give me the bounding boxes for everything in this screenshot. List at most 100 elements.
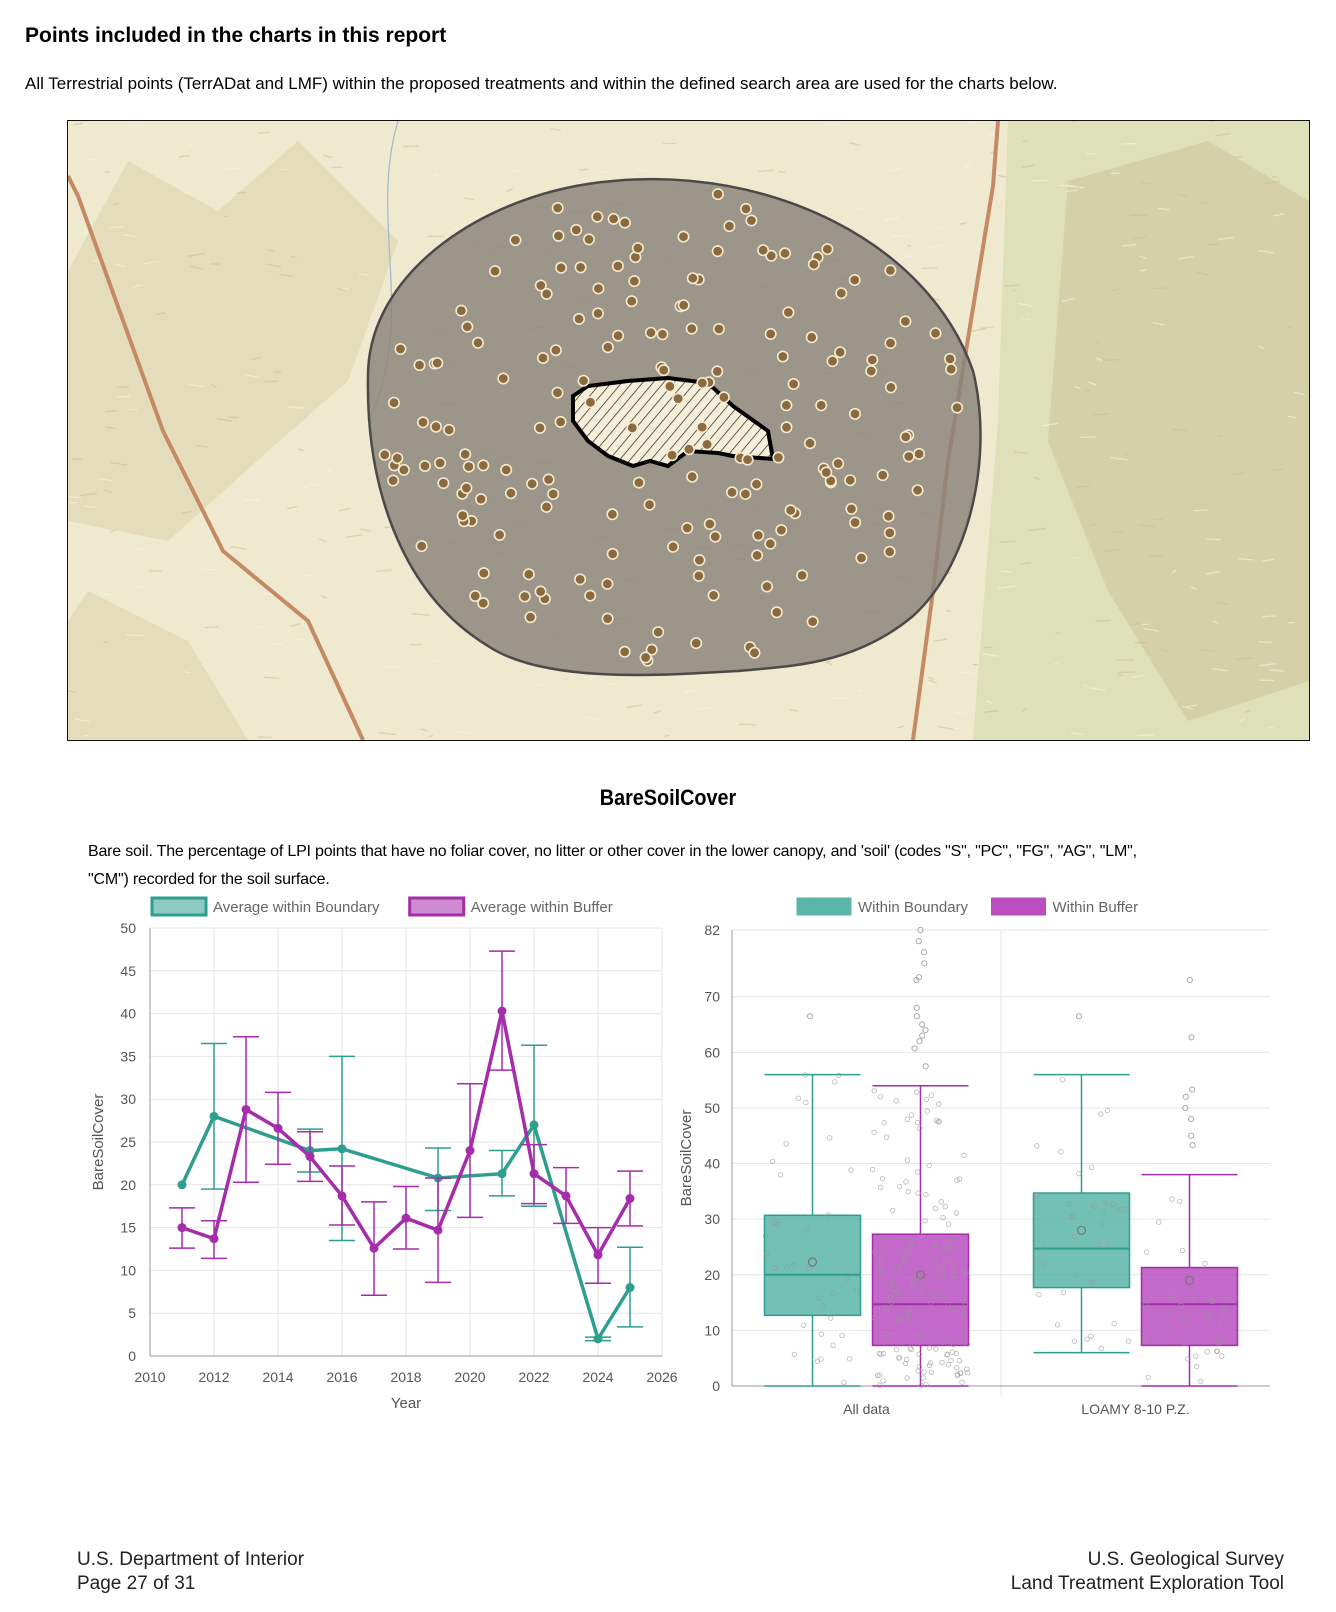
jitter-point bbox=[916, 1351, 922, 1357]
jitter-point bbox=[841, 1379, 847, 1385]
sample-point bbox=[601, 577, 614, 590]
terrain-ridge bbox=[133, 547, 144, 551]
jitter-point bbox=[896, 1315, 903, 1322]
terrain-ridge bbox=[1143, 627, 1160, 632]
jitter-point bbox=[944, 1352, 950, 1358]
legend-label: Average within Boundary bbox=[213, 899, 380, 916]
data-point bbox=[177, 1223, 187, 1233]
sample-point bbox=[477, 459, 490, 472]
jitter-point bbox=[1084, 1336, 1090, 1342]
jitter-point bbox=[906, 1248, 912, 1254]
jitter-point bbox=[940, 1273, 946, 1279]
jitter-point bbox=[839, 1332, 845, 1338]
jitter-point bbox=[1208, 1297, 1214, 1303]
sample-point bbox=[780, 399, 793, 412]
series-group bbox=[169, 950, 643, 1296]
outlier-point bbox=[921, 960, 928, 967]
jitter-point bbox=[1041, 1261, 1047, 1267]
terrain-ridge bbox=[1138, 524, 1157, 528]
terrain-ridge bbox=[74, 718, 91, 723]
jitter-point bbox=[854, 1287, 860, 1293]
terrain-ridge bbox=[969, 328, 986, 333]
terrain-ridge bbox=[778, 170, 786, 174]
terrain-ridge bbox=[1121, 243, 1137, 247]
sample-point bbox=[387, 474, 400, 487]
box-chart: Within Boundary Within Buffer 0 10 20 30 40 50 6… bbox=[678, 893, 1310, 1458]
terrain-ridge bbox=[268, 249, 275, 252]
terrain-ridge bbox=[1014, 451, 1028, 454]
jitter-point bbox=[1150, 1295, 1156, 1301]
sample-point bbox=[772, 451, 785, 464]
sample-point bbox=[606, 547, 619, 560]
sample-point bbox=[757, 244, 770, 257]
jitter-point bbox=[1105, 1242, 1112, 1248]
sample-point bbox=[549, 344, 562, 357]
terrain-ridge bbox=[927, 676, 935, 681]
terrain-ridge bbox=[1234, 156, 1243, 159]
jitter-point bbox=[920, 1375, 926, 1381]
terrain-ridge bbox=[87, 158, 98, 161]
jitter-point bbox=[954, 1177, 960, 1183]
y-tick-label: 25 bbox=[120, 1134, 136, 1150]
terrain-ridge bbox=[303, 573, 315, 577]
terrain-ridge bbox=[858, 689, 863, 693]
sample-point bbox=[469, 589, 482, 602]
jitter-point bbox=[932, 1241, 938, 1248]
terrain-ridge bbox=[114, 263, 126, 268]
mean-marker bbox=[1076, 1225, 1087, 1235]
footer-agency: U.S. Department of Interior bbox=[77, 1549, 305, 1570]
data-point bbox=[177, 1180, 187, 1190]
y-tick-label: 0 bbox=[128, 1348, 136, 1364]
jitter-point bbox=[1220, 1312, 1226, 1319]
jitter-point bbox=[1217, 1321, 1223, 1327]
sample-point bbox=[456, 509, 469, 522]
sample-point bbox=[686, 470, 699, 483]
data-point bbox=[529, 1169, 539, 1179]
jitter-point bbox=[921, 1369, 927, 1375]
outlier-point bbox=[1188, 1115, 1195, 1123]
sample-point bbox=[477, 597, 490, 610]
jitter-point bbox=[1125, 1338, 1132, 1344]
outlier-point bbox=[919, 1032, 926, 1039]
jitter-point bbox=[775, 1221, 782, 1227]
sample-point bbox=[582, 233, 595, 246]
road-line bbox=[68, 175, 365, 740]
terrain-ridge bbox=[1272, 213, 1285, 217]
sample-point bbox=[652, 626, 665, 639]
terrain-ridge bbox=[1000, 570, 1013, 573]
jitter-point bbox=[1072, 1272, 1079, 1278]
jitter-point bbox=[1071, 1338, 1078, 1344]
jitter-point bbox=[826, 1135, 833, 1141]
terrain-ridge bbox=[265, 263, 282, 268]
terrain-ridge bbox=[68, 690, 77, 694]
x-tick-label: 2010 bbox=[134, 1369, 165, 1385]
sample-point bbox=[591, 307, 604, 320]
terrain-ridge bbox=[983, 710, 1000, 713]
terrain-ridge bbox=[411, 613, 429, 616]
terrain-ridge bbox=[123, 234, 136, 238]
jitter-point bbox=[1168, 1295, 1174, 1301]
terrain-ridge bbox=[195, 444, 209, 448]
jitter-point bbox=[1089, 1164, 1095, 1170]
terrain-ridge bbox=[1094, 341, 1100, 344]
jitter-point bbox=[1142, 1337, 1148, 1343]
jitter-point bbox=[923, 1191, 929, 1198]
terrain-ridge bbox=[1259, 662, 1276, 667]
line-chart: Average within Boundary Average within Bu… bbox=[80, 893, 700, 1458]
box-group bbox=[1032, 1013, 1132, 1354]
legend-swatch bbox=[150, 896, 208, 917]
jitter-point bbox=[1166, 1286, 1172, 1292]
sample-point bbox=[696, 376, 709, 389]
sample-point bbox=[397, 463, 410, 476]
jitter-point bbox=[830, 1290, 836, 1297]
outlier-point bbox=[916, 1038, 923, 1045]
sample-point bbox=[883, 545, 896, 558]
jitter-point bbox=[1156, 1219, 1162, 1225]
jitter-point bbox=[874, 1372, 881, 1379]
jitter-point bbox=[938, 1199, 944, 1205]
mean-marker bbox=[1184, 1275, 1195, 1285]
jitter-point bbox=[1185, 1356, 1191, 1362]
jitter-point bbox=[902, 1258, 908, 1264]
jitter-point bbox=[828, 1315, 834, 1321]
terrain-ridge bbox=[403, 145, 419, 148]
